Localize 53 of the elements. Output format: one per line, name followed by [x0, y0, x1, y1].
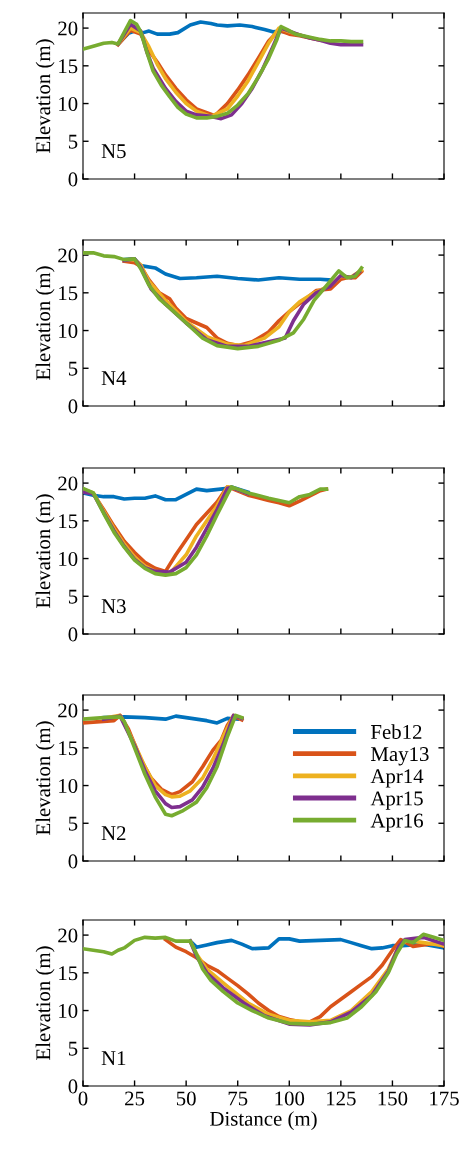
x-tick-label: 150	[378, 1091, 408, 1106]
y-tick-label: 20	[58, 248, 78, 263]
y-tick-label: 15	[59, 59, 78, 74]
x-tick-label: 175	[430, 1091, 459, 1106]
annotation: N5	[101, 144, 126, 159]
y-tick-label: 20	[58, 476, 78, 491]
x-tick-label: 0	[78, 1091, 88, 1106]
y-tick-label: 0	[68, 172, 78, 187]
y-axis-title: Elevation (m)	[35, 266, 55, 380]
line-series	[83, 251, 364, 351]
y-axis-title: Elevation (m)	[35, 494, 55, 608]
y-tick-label: 0	[68, 854, 78, 869]
annotation: N2	[101, 826, 126, 840]
y-axis-title: Elevation (m)	[35, 721, 55, 835]
legend-label: Apr14	[370, 769, 424, 788]
legend-label: May13	[370, 747, 429, 766]
annotation: N4	[101, 371, 127, 385]
y-tick-label: 10	[59, 96, 78, 111]
legend-label: Apr16	[370, 813, 423, 832]
y-tick-label: 10	[59, 778, 78, 793]
y-tick-label: 15	[59, 966, 78, 981]
y-tick-label: 5	[68, 1041, 78, 1056]
annotation: N1	[101, 1051, 126, 1065]
x-axis-title: Distance (m)	[210, 1111, 317, 1131]
legend-label: Apr15	[370, 791, 423, 810]
annotation: N3	[101, 599, 126, 614]
y-tick-label: 20	[58, 21, 78, 36]
y-axis-title: Elevation (m)	[35, 946, 55, 1060]
y-tick-label: 5	[68, 134, 78, 149]
y-tick-label: 20	[58, 703, 78, 718]
y-tick-label: 0	[68, 399, 78, 414]
y-tick-label: 15	[59, 741, 78, 756]
y-tick-label: 5	[68, 816, 78, 831]
x-tick-label: 75	[228, 1091, 248, 1106]
x-tick-label: 125	[327, 1091, 356, 1106]
y-tick-label: 5	[68, 589, 78, 604]
line-series	[83, 18, 364, 120]
y-tick-label: 10	[59, 551, 78, 566]
y-tick-label: 0	[68, 627, 78, 642]
y-tick-label: 10	[59, 1003, 78, 1018]
y-tick-label: 20	[58, 928, 78, 943]
y-tick-label: 10	[59, 323, 78, 338]
x-tick-label: 50	[176, 1091, 196, 1106]
line-series	[83, 713, 244, 818]
x-tick-label: 100	[275, 1091, 305, 1106]
x-tick-label: 25	[125, 1091, 145, 1106]
legend-label: Feb12	[370, 724, 422, 739]
y-tick-label: 15	[59, 514, 78, 529]
y-axis-title: Elevation (m)	[35, 39, 55, 153]
y-tick-label: 0	[68, 1079, 78, 1094]
y-tick-label: 15	[59, 286, 78, 301]
y-tick-label: 5	[68, 361, 78, 376]
line-series	[83, 932, 444, 1026]
